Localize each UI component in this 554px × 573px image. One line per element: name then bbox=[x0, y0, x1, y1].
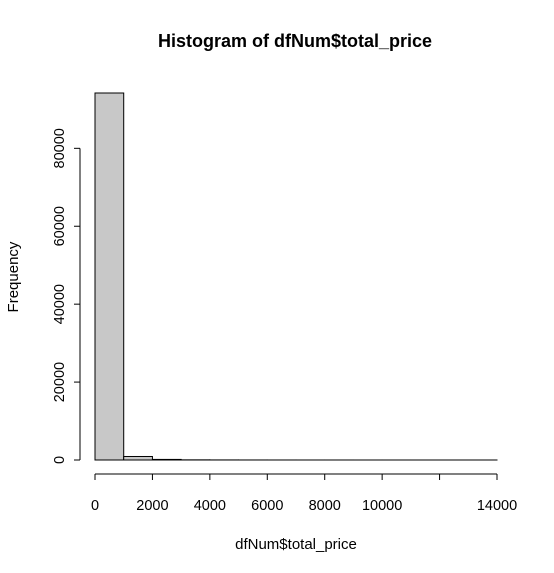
x-axis: 0 2000 4000 6000 8000 10000 14000 bbox=[91, 473, 517, 514]
y-tick-label-3: 60000 bbox=[52, 206, 68, 246]
y-tick-label-0: 0 bbox=[52, 456, 68, 464]
bars-group bbox=[94, 92, 498, 461]
x-tick-label-0: 0 bbox=[91, 498, 99, 514]
x-tick-label-4: 8000 bbox=[309, 498, 341, 514]
x-tick-label-5: 10000 bbox=[362, 498, 402, 514]
y-axis-label: Frequency bbox=[5, 241, 22, 312]
histogram-bar-2 bbox=[151, 458, 182, 461]
x-axis-label: dfNum$total_price bbox=[235, 536, 357, 553]
x-tick-label-3: 6000 bbox=[251, 498, 283, 514]
x-tick-label-7: 14000 bbox=[477, 498, 517, 514]
chart-title: Histogram of dfNum$total_price bbox=[158, 31, 432, 51]
y-tick-label-2: 40000 bbox=[52, 284, 68, 324]
x-tick-label-1: 2000 bbox=[136, 498, 168, 514]
histogram-bar-1 bbox=[123, 455, 153, 461]
y-axis: 0 20000 40000 60000 80000 bbox=[52, 128, 81, 464]
x-tick-label-2: 4000 bbox=[194, 498, 226, 514]
y-tick-label-4: 80000 bbox=[52, 128, 68, 168]
y-tick-label-1: 20000 bbox=[52, 362, 68, 402]
histogram-bar-0 bbox=[94, 92, 125, 461]
